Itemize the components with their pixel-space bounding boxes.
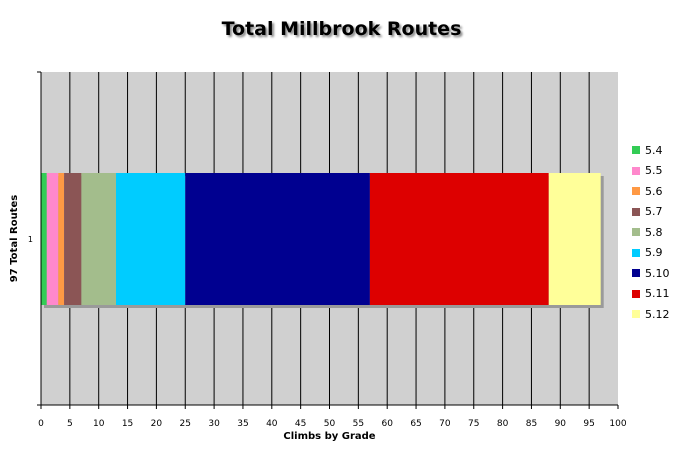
x-tick-label: 95 — [583, 419, 594, 429]
x-tick-label: 45 — [295, 419, 306, 429]
legend-swatch — [632, 310, 640, 319]
x-tick-label: 80 — [497, 419, 509, 429]
legend-label: 5.5 — [645, 164, 663, 178]
x-tick-label: 0 — [38, 419, 44, 429]
bar-segment-5-7 — [64, 173, 82, 305]
legend-swatch — [632, 146, 640, 155]
bar-segment-5-8 — [81, 173, 117, 305]
legend-item: 5.8 — [632, 222, 682, 243]
legend-swatch — [632, 187, 640, 196]
legend-swatch — [632, 228, 640, 237]
chart-title: Total Millbrook Routes — [221, 18, 462, 40]
y-axis-label: 97 Total Routes — [9, 195, 20, 282]
legend-item: 5.5 — [632, 161, 682, 182]
legend-item: 5.10 — [632, 263, 682, 284]
bar-segment-5-10 — [185, 173, 370, 305]
legend-swatch — [632, 269, 640, 278]
legend-label: 5.8 — [645, 225, 663, 239]
legend-item: 5.4 — [632, 140, 682, 161]
chart-legend: 5.4 5.5 5.6 5.7 5.8 5.9 5.10 5.11 5.12 — [632, 140, 682, 325]
x-tick-label: 20 — [151, 419, 163, 429]
x-axis-label: Climbs by Grade — [283, 431, 375, 442]
legend-item: 5.7 — [632, 202, 682, 223]
x-tick-label: 75 — [468, 419, 479, 429]
legend-swatch — [632, 166, 640, 175]
legend-item: 5.12 — [632, 304, 682, 325]
legend-item: 5.11 — [632, 284, 682, 305]
legend-swatch — [632, 207, 640, 216]
legend-label: 5.6 — [645, 184, 663, 198]
x-tick-label: 90 — [555, 419, 567, 429]
x-tick-label: 85 — [526, 419, 537, 429]
y-category-label: 1 — [28, 235, 33, 244]
x-tick-label: 55 — [353, 419, 364, 429]
x-tick-label: 100 — [609, 419, 626, 429]
bar-segment-5-11 — [369, 173, 549, 305]
x-tick-label: 30 — [208, 419, 220, 429]
x-tick-label: 25 — [180, 419, 191, 429]
bar-segment-5-12 — [548, 173, 601, 305]
x-tick-label: 65 — [410, 419, 421, 429]
x-tick-label: 40 — [266, 419, 278, 429]
legend-swatch — [632, 289, 640, 298]
legend-label: 5.4 — [645, 143, 663, 157]
legend-label: 5.10 — [645, 266, 670, 280]
legend-item: 5.9 — [632, 243, 682, 264]
legend-label: 5.12 — [645, 307, 670, 321]
x-tick-label: 10 — [93, 419, 105, 429]
legend-swatch — [632, 248, 640, 257]
x-tick-label: 50 — [324, 419, 336, 429]
x-tick-label: 60 — [381, 419, 393, 429]
x-tick-label: 5 — [67, 419, 73, 429]
bar-segment-5-9 — [116, 173, 186, 305]
x-tick-label: 35 — [237, 419, 248, 429]
legend-label: 5.7 — [645, 205, 663, 219]
bar-segment-5-6 — [58, 173, 65, 305]
x-tick-label: 70 — [439, 419, 451, 429]
bar-segment-5-4 — [41, 173, 47, 305]
x-tick-label: 15 — [122, 419, 133, 429]
legend-item: 5.6 — [632, 181, 682, 202]
bar-segment-5-5 — [46, 173, 59, 305]
legend-label: 5.9 — [645, 246, 663, 260]
legend-label: 5.11 — [645, 287, 670, 301]
